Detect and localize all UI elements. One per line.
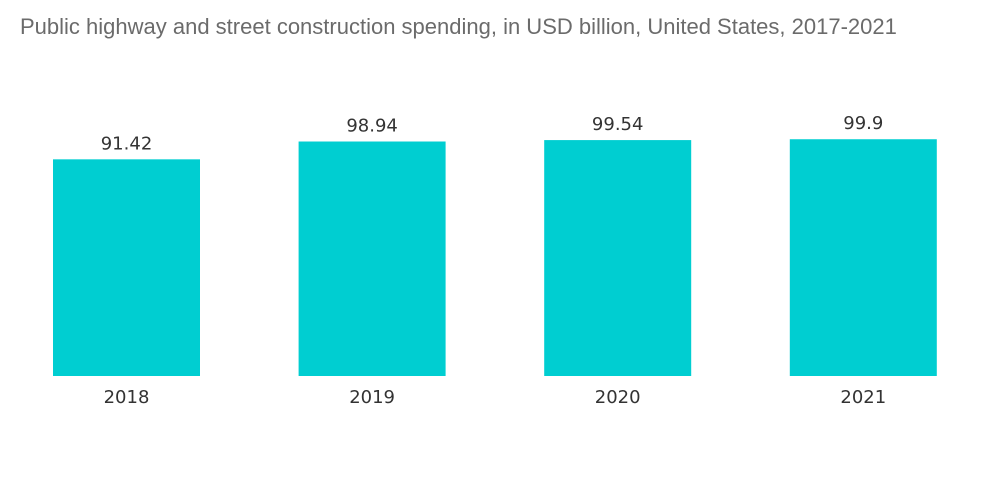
x-tick-label-2020: 2020 xyxy=(595,387,641,408)
value-label-2020: 99.54 xyxy=(592,114,644,135)
bar-2018 xyxy=(53,159,200,376)
value-label-2018: 91.42 xyxy=(101,133,153,154)
x-tick-label-2019: 2019 xyxy=(349,387,395,408)
x-tick-label-2018: 2018 xyxy=(104,387,150,408)
x-tick-label-2021: 2021 xyxy=(840,387,886,408)
bar-2019 xyxy=(298,141,446,376)
bar-2021 xyxy=(789,139,937,376)
chart-title: Public highway and street construction s… xyxy=(20,14,897,39)
bar-2020 xyxy=(544,140,692,376)
value-label-2019: 98.94 xyxy=(346,116,398,137)
value-label-2021: 99.9 xyxy=(843,113,883,134)
